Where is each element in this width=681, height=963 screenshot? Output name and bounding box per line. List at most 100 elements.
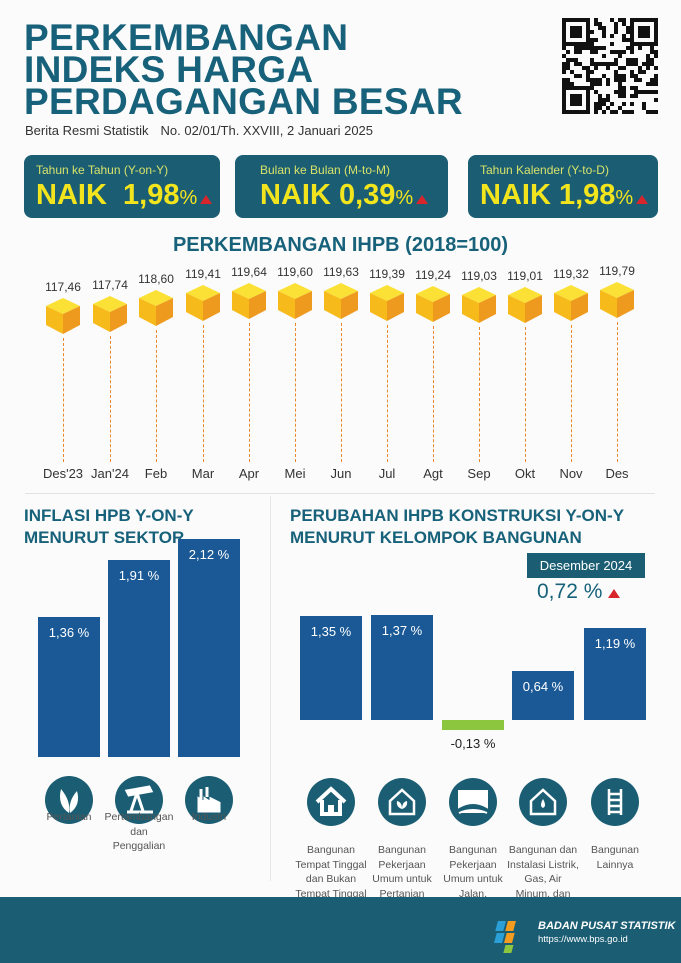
kpi-label: Tahun Kalender (Y-to-D) [480, 163, 609, 177]
bar-value-label: 1,36 % [48, 624, 90, 640]
dashed-guide [479, 327, 480, 462]
cube-marker [93, 295, 127, 332]
dashed-guide [156, 330, 157, 462]
month-label: Jul [378, 466, 396, 481]
value-label: 119,03 [461, 269, 497, 284]
sector-chart-title: INFLASI HPB Y-ON-Y MENURUT SEKTOR [24, 506, 194, 547]
bar: 0,64 % [512, 670, 574, 720]
kpi-value: 1,98 [558, 179, 616, 211]
cube-marker [186, 284, 220, 321]
cube-marker [232, 283, 266, 320]
kpi-direction: NAIK [480, 179, 551, 211]
bar-value-label: 0,64 % [522, 678, 564, 694]
dashed-guide [387, 324, 388, 462]
publication: Berita Resmi Statistik [25, 123, 149, 138]
bar: 1,19 % [584, 628, 646, 720]
dashed-guide [295, 323, 296, 462]
category-label: Bangunan Pekerjaan Umum untuk Pertanian [372, 844, 432, 900]
category-label: Industri [191, 811, 227, 823]
value-label: 119,64 [231, 265, 267, 280]
month-label: Des [605, 466, 629, 481]
month-label: Nov [559, 466, 583, 481]
value-label: 117,74 [92, 277, 128, 292]
house-icon [307, 778, 355, 826]
period-badge: Desember 2024 [527, 553, 645, 578]
dashed-guide [433, 325, 434, 462]
title-line: PERKEMBANGAN [24, 17, 349, 58]
kpi-direction: NAIK [260, 179, 331, 211]
value-label: 118,60 [138, 272, 174, 286]
kpi-value: 0,39 [338, 179, 396, 211]
month-label: Apr [238, 466, 260, 481]
factory-icon [185, 776, 233, 824]
value-label: 119,01 [507, 269, 543, 284]
qr-code [562, 18, 658, 114]
org-name: BADAN PUSAT STATISTIK [538, 920, 676, 932]
cube-marker [554, 285, 588, 322]
divider [270, 496, 271, 881]
value-label: 119,60 [277, 265, 313, 280]
kpi-unit: % [179, 187, 198, 209]
cube-marker [600, 282, 634, 319]
bar: 1,37 % [371, 614, 433, 720]
dashed-guide [341, 323, 342, 462]
month-label: Okt [514, 466, 536, 481]
month-label: Mei [284, 466, 306, 481]
month-label: Jun [330, 466, 352, 481]
month-label: Jan'24 [91, 466, 129, 481]
bar: 1,91 % [108, 560, 170, 757]
title-line: INDEKS HARGA [24, 49, 314, 90]
bar: 1,35 % [300, 616, 362, 720]
bar-value-label: 1,37 % [381, 622, 423, 638]
subtitle: Berita Resmi Statistik No. 02/01/Th. XXVI… [25, 123, 385, 138]
month-label: Agt [423, 466, 443, 481]
kpi-label: Tahun ke Tahun (Y-on-Y) [36, 163, 169, 177]
bar: 1,36 % [38, 616, 100, 757]
kpi-mtm: Bulan ke Bulan (M-to-M) NAIK 0,39% [235, 155, 448, 218]
cube-marker [278, 283, 312, 320]
kpi-label: Bulan ke Bulan (M-to-M) [260, 163, 391, 177]
category-label: Bangunan Tempat Tinggal dan Bukan Tempat… [295, 844, 367, 900]
value-label: 119,41 [185, 266, 221, 281]
up-arrow-icon [200, 195, 213, 204]
bar-value-label: -0,13 % [450, 736, 496, 751]
value-label: 119,79 [599, 264, 635, 279]
plant-house-icon [378, 778, 426, 826]
cube-marker [324, 283, 358, 320]
cube-marker [46, 297, 80, 334]
utility-house-icon [519, 778, 567, 826]
bar: 2,12 % [178, 538, 240, 757]
page-title: PERKEMBANGAN INDEKS HARGA PERDAGANGAN BE… [24, 17, 463, 122]
org-url[interactable]: https://www.bps.go.id [538, 934, 628, 945]
kpi-unit: % [395, 187, 414, 209]
title-line: PERDAGANGAN BESAR [24, 81, 463, 122]
month-label: Des'23 [42, 466, 84, 481]
kpi-ytd: Tahun Kalender (Y-to-D) NAIK 1,98% [468, 155, 658, 218]
dashed-guide [249, 323, 250, 462]
category-label: Pertambangan dan Penggalian [104, 811, 174, 852]
value-label: 119,63 [323, 265, 359, 280]
month-label: Sep [467, 466, 491, 481]
release-number: No. 02/01/Th. XXVIII, 2 Januari 2025 [160, 123, 374, 138]
dashed-guide [617, 322, 618, 462]
dashed-guide [525, 327, 526, 462]
cube-marker [462, 287, 496, 324]
dashed-guide [571, 325, 572, 462]
up-arrow-icon [608, 589, 621, 598]
kpi-unit: % [615, 187, 634, 209]
cube-marker [139, 290, 173, 326]
construction-total-value: 0,72 % [537, 580, 603, 603]
kpi-value: 1,98 [123, 179, 180, 211]
construction-chart-title: PERUBAHAN IHPB KONSTRUKSI Y-ON-Y MENURUT… [290, 506, 624, 547]
kpi-direction: NAIK [36, 179, 107, 211]
value-label: 119,32 [553, 267, 589, 282]
up-arrow-icon [416, 195, 429, 204]
dashed-guide [203, 324, 204, 462]
railway-icon [591, 778, 639, 826]
value-label: 117,46 [45, 279, 81, 294]
divider [25, 493, 655, 494]
bar-value-label: 1,35 % [310, 624, 352, 640]
category-label: Bangunan Lainnya [591, 844, 639, 871]
bar-value-label: 1,19 % [594, 636, 636, 652]
value-label: 119,39 [369, 266, 405, 281]
